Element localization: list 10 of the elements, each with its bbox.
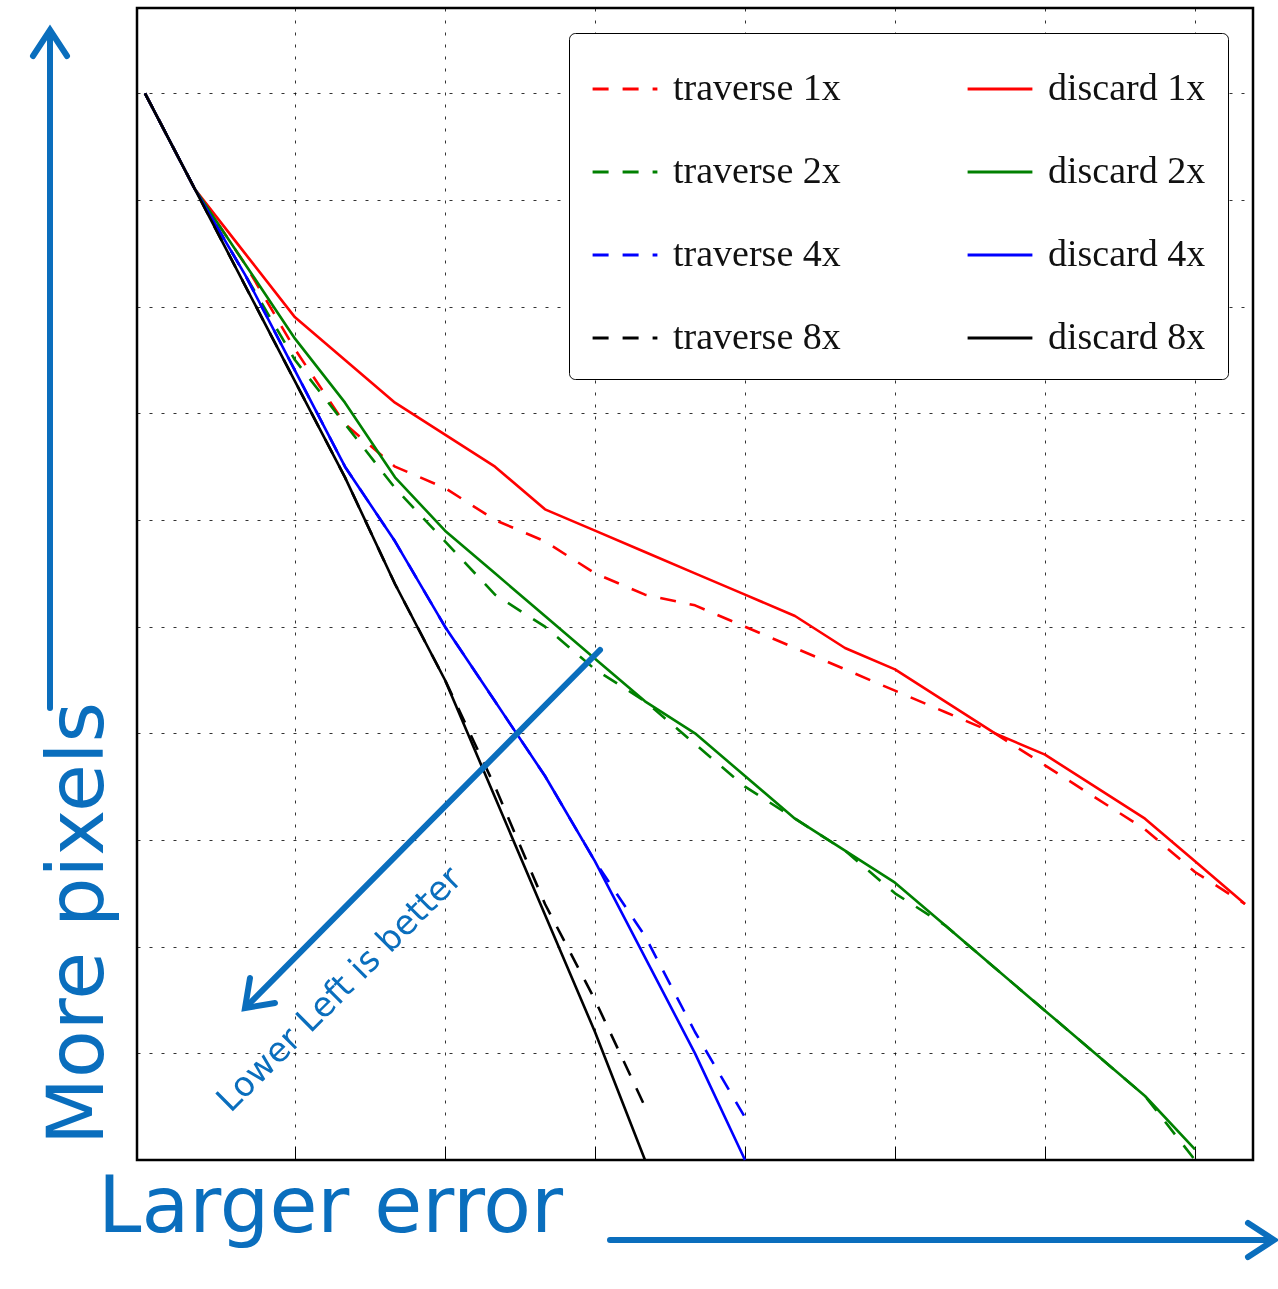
- legend-label: discard 2x: [1048, 149, 1206, 191]
- legend-label: discard 4x: [1048, 232, 1206, 274]
- legend-label: traverse 2x: [673, 149, 841, 191]
- legend-label: traverse 8x: [673, 315, 841, 357]
- legend-label: discard 1x: [1048, 66, 1206, 108]
- y-axis-title: More pixels: [30, 701, 121, 1146]
- legend-label: traverse 1x: [673, 66, 841, 108]
- x-axis-title: Larger error: [97, 1159, 564, 1250]
- legend-label: discard 8x: [1048, 315, 1206, 357]
- legend-label: traverse 4x: [673, 232, 841, 274]
